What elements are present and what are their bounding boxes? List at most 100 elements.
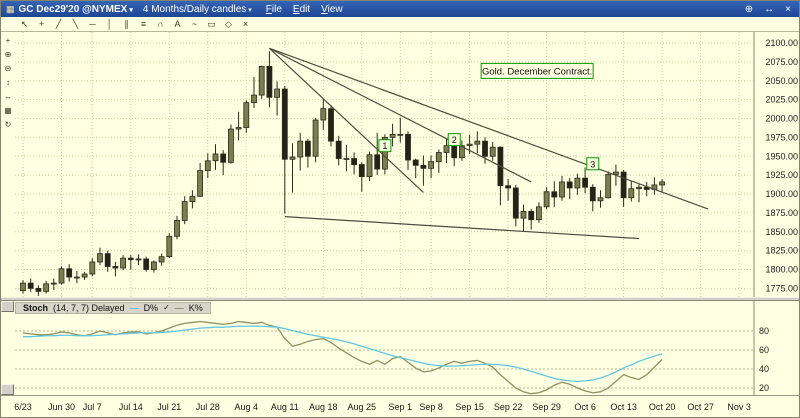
- zoom-icon[interactable]: ⊕: [744, 3, 754, 15]
- candle: [181, 196, 188, 225]
- marker-rect: [447, 133, 461, 147]
- candle-body: [312, 119, 319, 157]
- marker-box-1[interactable]: 1: [378, 139, 392, 153]
- candle: [458, 140, 465, 161]
- candle: [482, 137, 488, 164]
- candle-body: [443, 145, 450, 153]
- pan-vertical-icon[interactable]: ↕: [6, 78, 10, 87]
- candle: [566, 178, 573, 200]
- candle: [189, 190, 196, 209]
- stoch-axis-label: 80: [759, 326, 769, 336]
- trendline-down-tool-icon[interactable]: ╲: [72, 18, 79, 29]
- zoom-out-icon[interactable]: ⊖: [4, 64, 12, 73]
- stoch-legend-d: D%: [143, 303, 159, 313]
- horizontal-line-tool-icon[interactable]: ─: [89, 18, 96, 29]
- rectangle-tool-icon[interactable]: ▭: [207, 18, 216, 29]
- stoch-panel-chart[interactable]: 80 60 40 20: [15, 301, 800, 395]
- refresh-icon[interactable]: ↻: [4, 120, 12, 129]
- menu-edit[interactable]: Edit: [292, 3, 311, 15]
- candle-body: [613, 171, 619, 175]
- candle-body: [366, 154, 373, 178]
- k-line-swatch: —: [174, 303, 184, 313]
- candle-body: [358, 164, 365, 178]
- marker-box-2[interactable]: 2: [447, 133, 461, 147]
- candle: [320, 99, 327, 130]
- candle: [112, 261, 119, 277]
- candle-body: [659, 181, 665, 186]
- channel-tool-icon[interactable]: ∥: [124, 18, 129, 29]
- candle-body: [266, 66, 273, 98]
- close-icon[interactable]: ×: [785, 3, 791, 15]
- candle-body: [605, 173, 612, 199]
- crosshair-tool-icon[interactable]: +: [38, 18, 45, 29]
- candle: [35, 285, 42, 296]
- trendline-up-tool-icon[interactable]: ╱: [55, 18, 62, 29]
- grid-toggle-icon[interactable]: ▦: [4, 106, 12, 115]
- candle: [412, 158, 419, 179]
- panel-divider[interactable]: [1, 297, 799, 301]
- candle-body: [528, 210, 535, 221]
- app-icon: ▦: [6, 3, 15, 14]
- menu-bar: File Edit View: [266, 4, 354, 15]
- candle: [227, 124, 234, 164]
- chart-annotation[interactable]: Gold. December Contract.: [480, 62, 594, 79]
- time-axis[interactable]: 6/23 Jun 30 Jul 7 Jul 14 Jul 21 Jul 28 Aug 4 Au…: [1, 395, 799, 417]
- arc-tool-icon[interactable]: ∩: [157, 18, 164, 29]
- candle-body: [489, 146, 496, 157]
- candle-body: [566, 181, 573, 189]
- date-axis-label: Jun 30: [47, 402, 76, 412]
- caret-down-icon: ▾: [129, 7, 133, 14]
- menu-view[interactable]: View: [321, 3, 343, 15]
- symbol-selector[interactable]: GC Dec29'20 @NYMEX ▾: [19, 4, 133, 15]
- wave-tool-icon[interactable]: ~: [191, 18, 198, 29]
- candle: [397, 117, 404, 143]
- candle: [474, 131, 481, 154]
- candle: [328, 104, 334, 147]
- fan-line-3[interactable]: [269, 47, 709, 210]
- stoch-label-bar[interactable]: Stoch (14, 7, 7) Delayed — D% ✓ — K%: [15, 302, 211, 314]
- candle: [274, 81, 281, 116]
- crosshair-icon[interactable]: +: [5, 36, 11, 45]
- candle: [266, 51, 273, 108]
- candle: [589, 184, 596, 212]
- panel-resize-handle[interactable]: [1, 384, 14, 395]
- marker-box-3[interactable]: 3: [586, 157, 600, 171]
- candle: [520, 204, 527, 231]
- candle: [389, 123, 396, 147]
- candle-body: [505, 185, 512, 189]
- candle: [89, 258, 96, 277]
- candle-body: [451, 145, 458, 159]
- check-icon: ✓: [163, 303, 170, 312]
- stoch-title: Stoch: [23, 303, 49, 313]
- candle: [620, 169, 627, 207]
- diamond-tool-icon[interactable]: ◇: [225, 18, 232, 29]
- price-chart[interactable]: 1 2 3 Gold. December Contract. 2100.00 2075.0…: [15, 32, 800, 297]
- pan-horizontal-icon[interactable]: ↔: [4, 92, 12, 101]
- fan-line-2[interactable]: [269, 47, 532, 183]
- candle-body: [120, 257, 126, 269]
- price-axis-label: 1950.00: [765, 151, 798, 161]
- candle: [659, 178, 665, 193]
- period-selector[interactable]: 4 Months/Daily candles ▾: [143, 4, 252, 15]
- price-axis-label: 1875.00: [765, 208, 798, 218]
- titlebar[interactable]: ▦ GC Dec29'20 @NYMEX ▾ 4 Months/Daily ca…: [1, 1, 799, 17]
- candle: [304, 138, 311, 168]
- candle-body: [89, 261, 96, 275]
- pointer-tool-icon[interactable]: ↖: [20, 18, 29, 29]
- date-axis-label: Aug 4: [234, 402, 259, 412]
- text-tool-icon[interactable]: A: [174, 18, 181, 29]
- candle: [281, 86, 288, 214]
- delete-tool-icon[interactable]: ×: [242, 18, 249, 29]
- zoom-in-icon[interactable]: ⊕: [4, 50, 12, 59]
- candle: [20, 280, 26, 294]
- menu-file[interactable]: File: [265, 3, 282, 15]
- candle-body: [405, 133, 411, 161]
- vertical-line-tool-icon[interactable]: │: [106, 18, 113, 29]
- fan-line-1[interactable]: [268, 47, 424, 193]
- panel-resize-handle[interactable]: [1, 301, 14, 312]
- pan-arrows-icon[interactable]: ↔: [764, 3, 775, 15]
- candle-body: [428, 161, 435, 169]
- support-line[interactable]: [284, 216, 640, 240]
- candle: [243, 100, 250, 133]
- fib-tool-icon[interactable]: ≡: [140, 18, 147, 29]
